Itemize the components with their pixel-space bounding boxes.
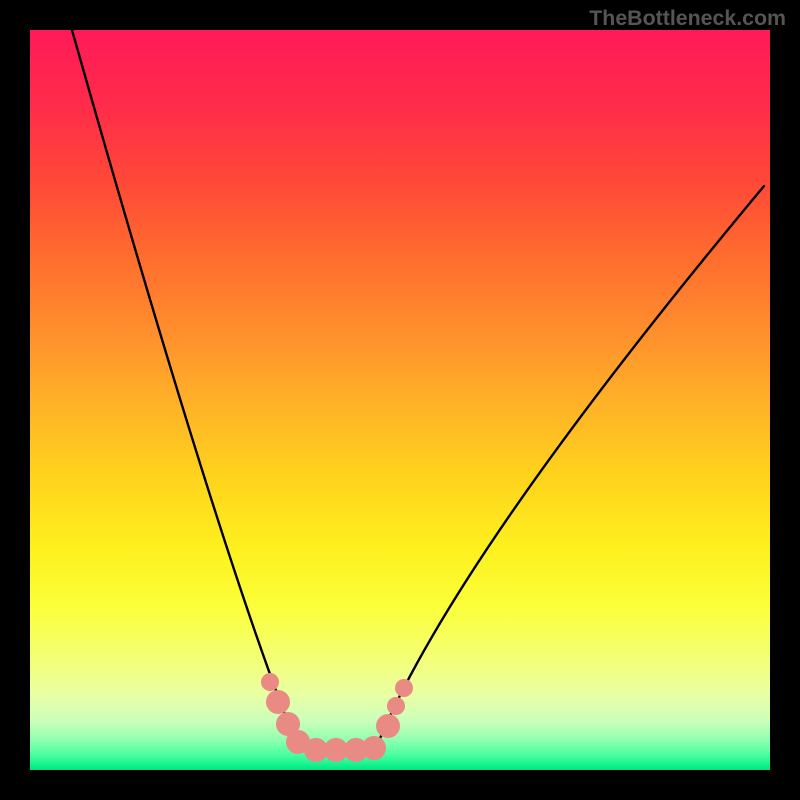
curve-marker [387, 697, 405, 715]
curve-marker [362, 736, 386, 760]
curve-marker [395, 679, 413, 697]
curve-marker [261, 673, 279, 691]
plot-area [0, 0, 800, 800]
curve-marker [266, 690, 290, 714]
chart-frame: TheBottleneck.com [0, 0, 800, 800]
marker-layer [0, 0, 800, 800]
watermark-text: TheBottleneck.com [589, 6, 786, 31]
curve-marker [376, 714, 400, 738]
